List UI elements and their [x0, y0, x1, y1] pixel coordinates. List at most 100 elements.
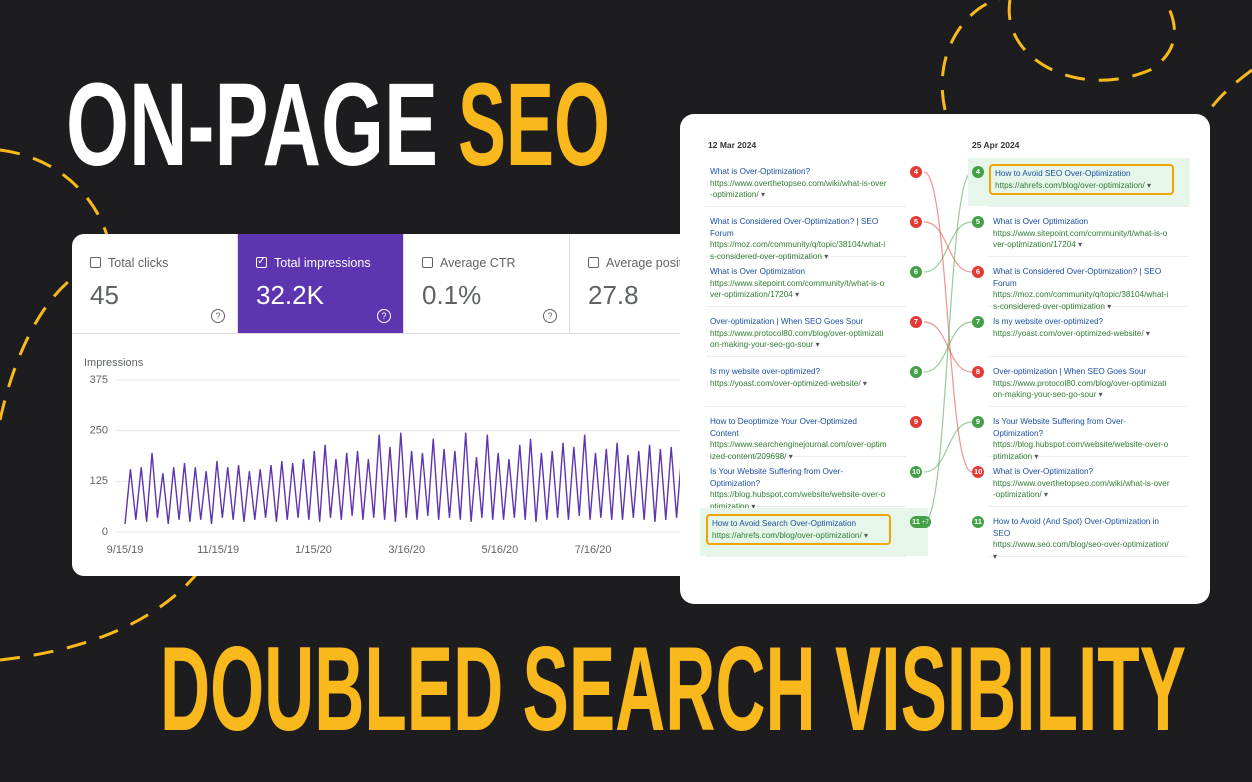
rank-badge: 11: [972, 516, 984, 528]
rank-badge: 4: [910, 166, 922, 178]
result-title: How to Avoid Search Over-Optimization: [712, 519, 857, 528]
rank: 11: [912, 517, 920, 526]
result-url: https://blog.hubspot.com/website/website…: [993, 439, 1170, 462]
rank-badge: 7: [910, 316, 922, 328]
date: 25 Apr 2024: [972, 140, 1020, 150]
rank-badge: 9: [910, 416, 922, 428]
rank-link: [923, 221, 973, 273]
rank-links: [923, 171, 973, 523]
result: What is Over Optimization https://www.sit…: [706, 264, 891, 303]
rank: 9: [913, 417, 919, 426]
result: What is Considered Over-Optimization? | …: [989, 264, 1174, 314]
result-title: How to Deoptimize Your Over-Optimized Co…: [710, 417, 857, 438]
row-separator: [706, 556, 906, 557]
metric-value: 0.1%: [422, 280, 482, 310]
rank-badge: 4: [972, 166, 984, 178]
x-tick-label: 7/16/20: [575, 544, 612, 556]
row-separator: [706, 356, 906, 357]
result: Is my website over-optimized? https://yoa…: [989, 314, 1174, 341]
result-title: Over-optimization | When SEO Goes Sour: [710, 317, 864, 326]
rank-badge: 10: [972, 466, 985, 478]
result-url: https://www.sitepoint.com/community/t/wh…: [993, 228, 1170, 251]
rank: 4: [913, 167, 919, 176]
result-title: How to Avoid SEO Over-Optimization: [995, 169, 1131, 178]
result-url: https://www.overthetopseo.com/wiki/what-…: [710, 178, 887, 201]
result-title: What is Over-Optimization?: [710, 167, 811, 176]
y-tick-label: 250: [90, 425, 108, 437]
row-separator: [989, 356, 1189, 357]
result-url: https://www.overthetopseo.com/wiki/what-…: [993, 478, 1170, 501]
metric-tile: ✓ Total impressions 32.2K?: [238, 234, 404, 334]
checkbox: [90, 257, 101, 268]
metric-value: 45: [90, 280, 119, 310]
result-title: What is Over Optimization: [993, 217, 1089, 226]
x-tick-label: 9/15/19: [107, 544, 144, 556]
rank-badge: 5: [972, 216, 984, 228]
help-icon: ?: [543, 309, 557, 323]
result-url: https://www.seo.com/blog/seo-over-optimi…: [993, 539, 1170, 562]
rank-badge: 10: [910, 466, 923, 478]
result: What is Considered Over-Optimization? | …: [706, 214, 891, 264]
metric-label: Total clicks: [108, 256, 169, 270]
rank-badge: 6: [910, 266, 922, 278]
impressions-chart: Impressions 0 125 250 375 9/15/19 11/15/19 1/1…: [84, 357, 712, 556]
result-title: What is Over-Optimization?: [993, 467, 1094, 476]
row-separator: [706, 206, 906, 207]
x-tick-label: 5/16/20: [482, 544, 519, 556]
row-separator: [706, 306, 906, 307]
result-url: https://www.sitepoint.com/community/t/wh…: [710, 278, 887, 301]
rank: 5: [913, 217, 919, 226]
result-title: Over-optimization | When SEO Goes Sour: [993, 367, 1147, 376]
result-title: What is Considered Over-Optimization? | …: [993, 267, 1162, 288]
result-title: Is my website over-optimized?: [993, 317, 1104, 326]
rank-link: [923, 171, 973, 473]
result: Is Your Website Suffering from Over-Opti…: [706, 464, 891, 514]
checkbox: ✓: [256, 256, 267, 268]
result: What is Over Optimization https://www.sit…: [989, 214, 1174, 253]
headline-subtext: DOUBLED SEARCH VISIBILITY: [160, 622, 1186, 756]
metric-label: Average CTR: [440, 256, 516, 270]
y-tick-label: 375: [90, 374, 108, 386]
rank: 5: [975, 217, 981, 226]
result-title: Is my website over-optimized?: [710, 367, 821, 376]
x-tick-label: 11/15/19: [197, 544, 239, 556]
result-url: https://ahrefs.com/blog/over-optimizatio…: [712, 530, 885, 542]
result-url: https://moz.com/community/q/topic/38104/…: [710, 239, 887, 262]
rank-link: [923, 171, 973, 523]
result-url: https://www.protocol80.com/blog/over-opt…: [993, 378, 1170, 401]
metric-label: Total impressions: [274, 256, 371, 270]
result-url: https://www.protocol80.com/blog/over-opt…: [710, 328, 887, 351]
rank-badge: 6: [972, 266, 984, 278]
row-separator: [706, 406, 906, 407]
result: Over-optimization | When SEO Goes Sour ht…: [989, 364, 1174, 403]
row-separator: [989, 406, 1189, 407]
headline-highlight: SEO: [458, 59, 610, 191]
date: 12 Mar 2024: [708, 140, 757, 150]
y-tick-label: 125: [90, 475, 108, 487]
x-tick-label: 1/15/20: [295, 544, 332, 556]
rank: 7: [975, 317, 981, 326]
dash-curve: [1007, 0, 1176, 82]
metric-tile: Average CTR 0.1%?: [404, 234, 570, 334]
metric-value: 32.2K: [256, 280, 324, 310]
row-separator: [989, 206, 1189, 207]
result-url: https://ahrefs.com/blog/over-optimizatio…: [995, 180, 1168, 192]
serp-comparison: 12 Mar 2024 25 Apr 2024 What is Over-Opt…: [680, 114, 1210, 604]
rank: 8: [975, 367, 981, 376]
rank: 4: [975, 167, 981, 176]
y-axis-label: Impressions: [84, 357, 144, 369]
search-console-card: Impressions 0 125 250 375 9/15/19 11/15/19 1/1…: [72, 234, 712, 576]
impressions-line: [124, 432, 683, 524]
rank: 6: [975, 267, 981, 276]
y-tick-label: 0: [102, 526, 108, 538]
result-url: https://yoast.com/over-optimized-website…: [710, 378, 887, 390]
result: How to Deoptimize Your Over-Optimized Co…: [706, 414, 891, 464]
help-icon: ?: [211, 309, 225, 323]
result-title: What is Over Optimization: [710, 267, 806, 276]
rank: 10: [912, 467, 921, 476]
result: What is Over-Optimization? https://www.ov…: [989, 464, 1174, 503]
row-separator: [989, 256, 1189, 257]
help-icon: ?: [377, 309, 391, 323]
